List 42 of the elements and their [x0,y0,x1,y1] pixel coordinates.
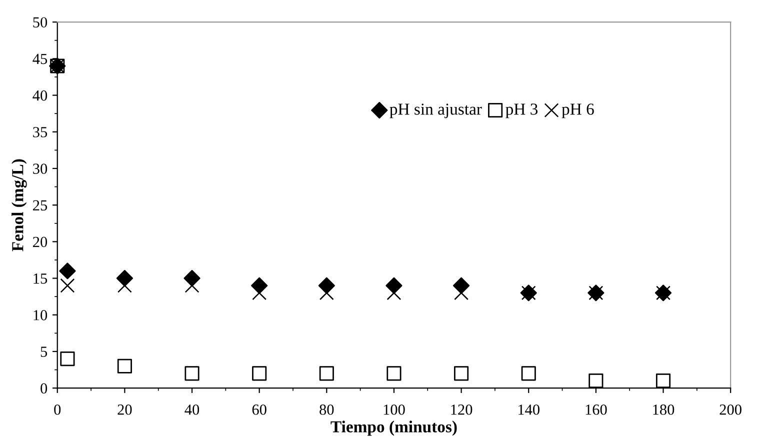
x-tick-label: 140 [518,404,540,415]
point [521,366,536,381]
x-tick-label: 20 [118,404,132,415]
x-tick-label: 160 [586,404,607,415]
legend-label: pH sin ajustar [390,104,482,118]
y-tick-label: 40 [32,90,48,101]
point [59,262,76,280]
legend-label: pH 6 [562,104,594,118]
x-tick-label: 80 [320,404,334,415]
x-tick-label: 60 [252,404,266,415]
point [319,366,334,381]
point [60,352,75,366]
y-tick-label: 50 [33,17,48,28]
y-tick-label: 15 [34,273,48,284]
y-tick-label: 5 [40,346,48,357]
x-tick-label: 0 [54,404,61,415]
point [117,358,132,374]
y-tick-label: 30 [33,164,48,174]
x-tick-label: 40 [184,404,200,415]
y-tick-label: 25 [33,200,48,211]
x-tick-label: 120 [451,404,472,415]
y-tick-label: 45 [32,54,48,64]
y-tick-label: 35 [33,127,48,138]
x-tick-label: 180 [653,404,674,415]
y-axis-title: Fenol (mg/L) [12,159,27,252]
point [252,366,267,381]
y-tick-label: 0 [40,383,48,394]
point [60,278,75,293]
point [588,373,604,388]
point [184,278,200,293]
y-tick-label: 20 [33,236,48,248]
legend-label: pH 3 [506,104,538,118]
x-tick-label: 100 [384,404,405,415]
point [117,278,132,293]
x-tick-label: 200 [720,404,742,415]
point [184,366,200,381]
point [386,366,402,381]
x-axis-title: Tiempo (minutos) [330,420,457,436]
point [656,373,671,388]
point [386,286,402,300]
point [454,366,469,381]
y-tick-label: 10 [34,310,48,320]
